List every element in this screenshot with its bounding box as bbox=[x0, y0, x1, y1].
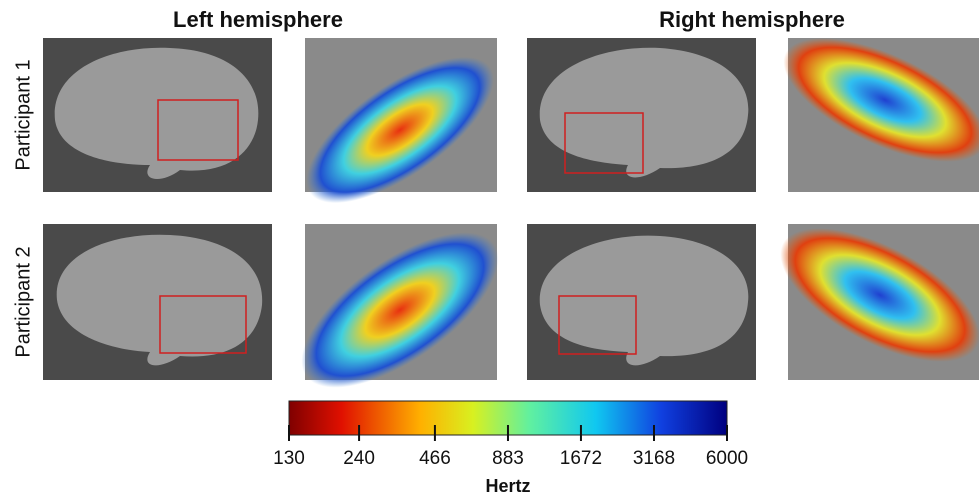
tick-label: 3168 bbox=[633, 448, 675, 469]
tick-label: 1672 bbox=[560, 448, 602, 469]
tick-label: 6000 bbox=[706, 448, 748, 469]
header: Left hemisphere bbox=[173, 7, 343, 32]
tick-label: 240 bbox=[343, 448, 375, 469]
header: Right hemisphere bbox=[659, 7, 845, 32]
brain-panels bbox=[43, 13, 979, 417]
tick-label: 883 bbox=[492, 448, 524, 469]
colorbar-label: Hertz bbox=[485, 476, 530, 496]
row-label: Participant 1 bbox=[12, 59, 34, 170]
tick-label: 130 bbox=[273, 448, 305, 469]
row-label: Participant 2 bbox=[12, 246, 34, 357]
tick-label: 466 bbox=[419, 448, 451, 469]
figure: Left hemisphere Right hemisphere Partici… bbox=[0, 0, 979, 496]
